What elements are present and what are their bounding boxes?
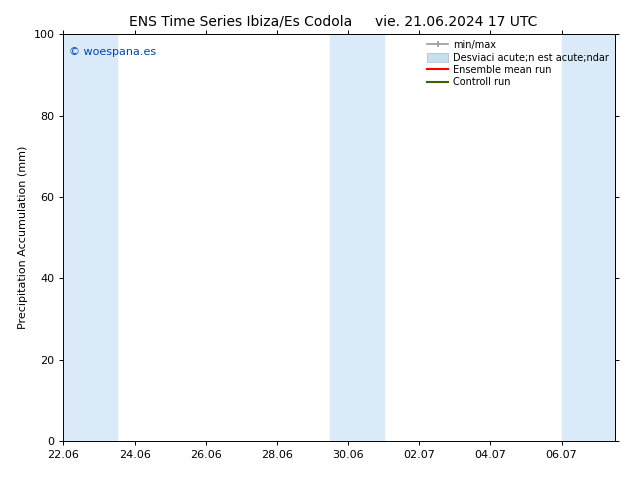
- Y-axis label: Precipitation Accumulation (mm): Precipitation Accumulation (mm): [18, 146, 28, 329]
- Text: vie. 21.06.2024 17 UTC: vie. 21.06.2024 17 UTC: [375, 15, 538, 29]
- Text: © woespana.es: © woespana.es: [69, 47, 156, 56]
- Bar: [562, 34, 615, 441]
- Bar: [330, 34, 384, 441]
- Legend: min/max, Desviaci acute;n est acute;ndar, Ensemble mean run, Controll run: min/max, Desviaci acute;n est acute;ndar…: [424, 37, 612, 90]
- Bar: [63, 34, 117, 441]
- Text: ENS Time Series Ibiza/Es Codola: ENS Time Series Ibiza/Es Codola: [129, 15, 353, 29]
